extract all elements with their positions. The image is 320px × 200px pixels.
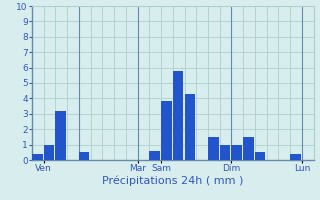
- Bar: [185, 94, 195, 160]
- Bar: [79, 152, 90, 160]
- X-axis label: Précipitations 24h ( mm ): Précipitations 24h ( mm ): [102, 176, 244, 186]
- Bar: [255, 152, 266, 160]
- Bar: [173, 71, 183, 160]
- Bar: [208, 137, 219, 160]
- Bar: [32, 154, 43, 160]
- Bar: [231, 145, 242, 160]
- Bar: [44, 145, 54, 160]
- Bar: [220, 145, 230, 160]
- Bar: [161, 101, 172, 160]
- Bar: [290, 154, 301, 160]
- Bar: [55, 111, 66, 160]
- Bar: [149, 151, 160, 160]
- Bar: [243, 137, 254, 160]
